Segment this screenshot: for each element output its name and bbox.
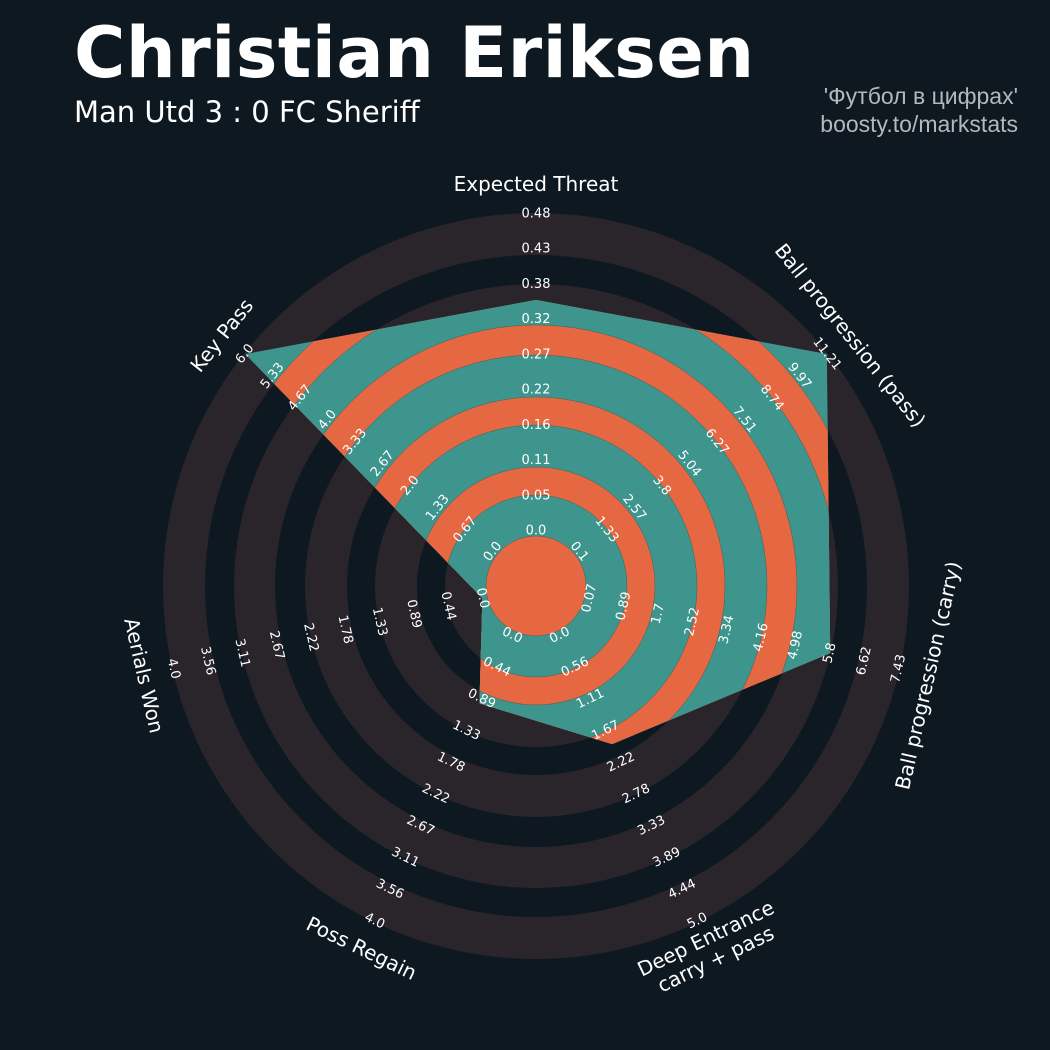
tick-label: 2.22 [300,622,321,654]
tick-label: 0.11 [522,453,551,468]
tick-label: 3.56 [197,645,218,677]
tick-label: 4.16 [751,622,772,654]
tick-label: 0.43 [522,242,551,257]
tick-label: 0.0 [526,524,547,539]
tick-label: 1.33 [369,606,390,638]
credit-line-1: 'Футбол в цифрах' [823,83,1018,109]
tick-label: 0.07 [579,582,600,614]
tick-label: 4.0 [164,657,183,681]
match-subtitle: Man Utd 3 : 0 FC Sheriff [74,95,420,129]
tick-label: 0.22 [522,383,551,398]
credit-text: 'Футбол в цифрах' boosty.to/markstats [820,82,1018,138]
tick-label: 0.44 [438,590,459,622]
tick-label: 0.32 [522,312,551,327]
tick-label: 0.89 [403,598,424,630]
tick-label: 0.89 [613,590,634,622]
tick-label: 0.05 [522,488,551,503]
tick-label: 0.16 [522,418,551,433]
param-label: Aerials Won [119,615,169,735]
param-label: Expected Threat [454,172,619,196]
tick-label: 0.48 [522,207,551,222]
tick-label: 7.43 [888,653,909,685]
player-name-title: Christian Eriksen [74,12,755,94]
tick-label: 5.8 [820,641,839,665]
tick-label: 4.98 [785,629,806,661]
param-label-line: Aerials Won [119,615,169,735]
tick-label: 0.27 [522,347,551,362]
param-label-line: Expected Threat [454,172,619,196]
tick-label: 0.38 [522,277,551,292]
tick-label: 1.78 [334,614,355,646]
credit-line-2: boosty.to/markstats [820,111,1018,137]
tick-label: 1.7 [649,602,668,626]
tick-label: 2.67 [266,629,287,661]
tick-label: 0.0 [473,586,492,610]
tick-label: 3.34 [716,614,737,646]
radar-band [485,535,587,637]
tick-label: 6.62 [854,645,875,677]
tick-label: 3.11 [231,637,252,669]
tick-label: 2.52 [682,606,703,638]
